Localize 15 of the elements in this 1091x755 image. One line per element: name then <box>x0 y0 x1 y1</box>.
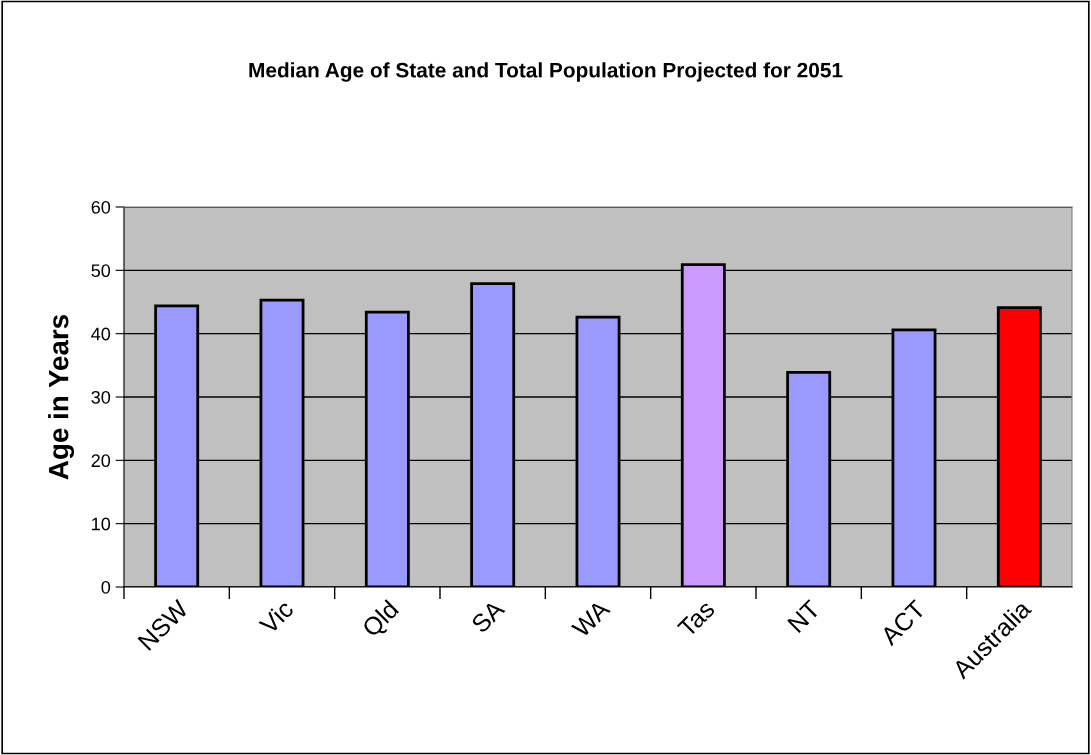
x-tick-label: WA <box>570 598 611 639</box>
x-tick-label: SA <box>470 598 506 634</box>
y-tick-label: 60 <box>91 200 111 214</box>
y-axis-title: Age in Years <box>48 315 75 480</box>
x-tick-label: Tas <box>676 599 716 639</box>
x-tick-label: Qld <box>360 599 403 641</box>
y-tick-label: 40 <box>91 327 111 341</box>
y-tick-label: 0 <box>101 580 111 594</box>
y-tick-label: 10 <box>92 517 111 531</box>
y-tick-label: 30 <box>91 390 111 404</box>
x-tick-label: Vic <box>257 598 295 636</box>
x-tick-label: NT <box>787 599 822 634</box>
chart-title: Median Age of State and Total Population Projected for 2051 <box>249 62 843 82</box>
y-tick-label: 50 <box>91 264 111 278</box>
y-tick-label: 20 <box>91 454 111 468</box>
